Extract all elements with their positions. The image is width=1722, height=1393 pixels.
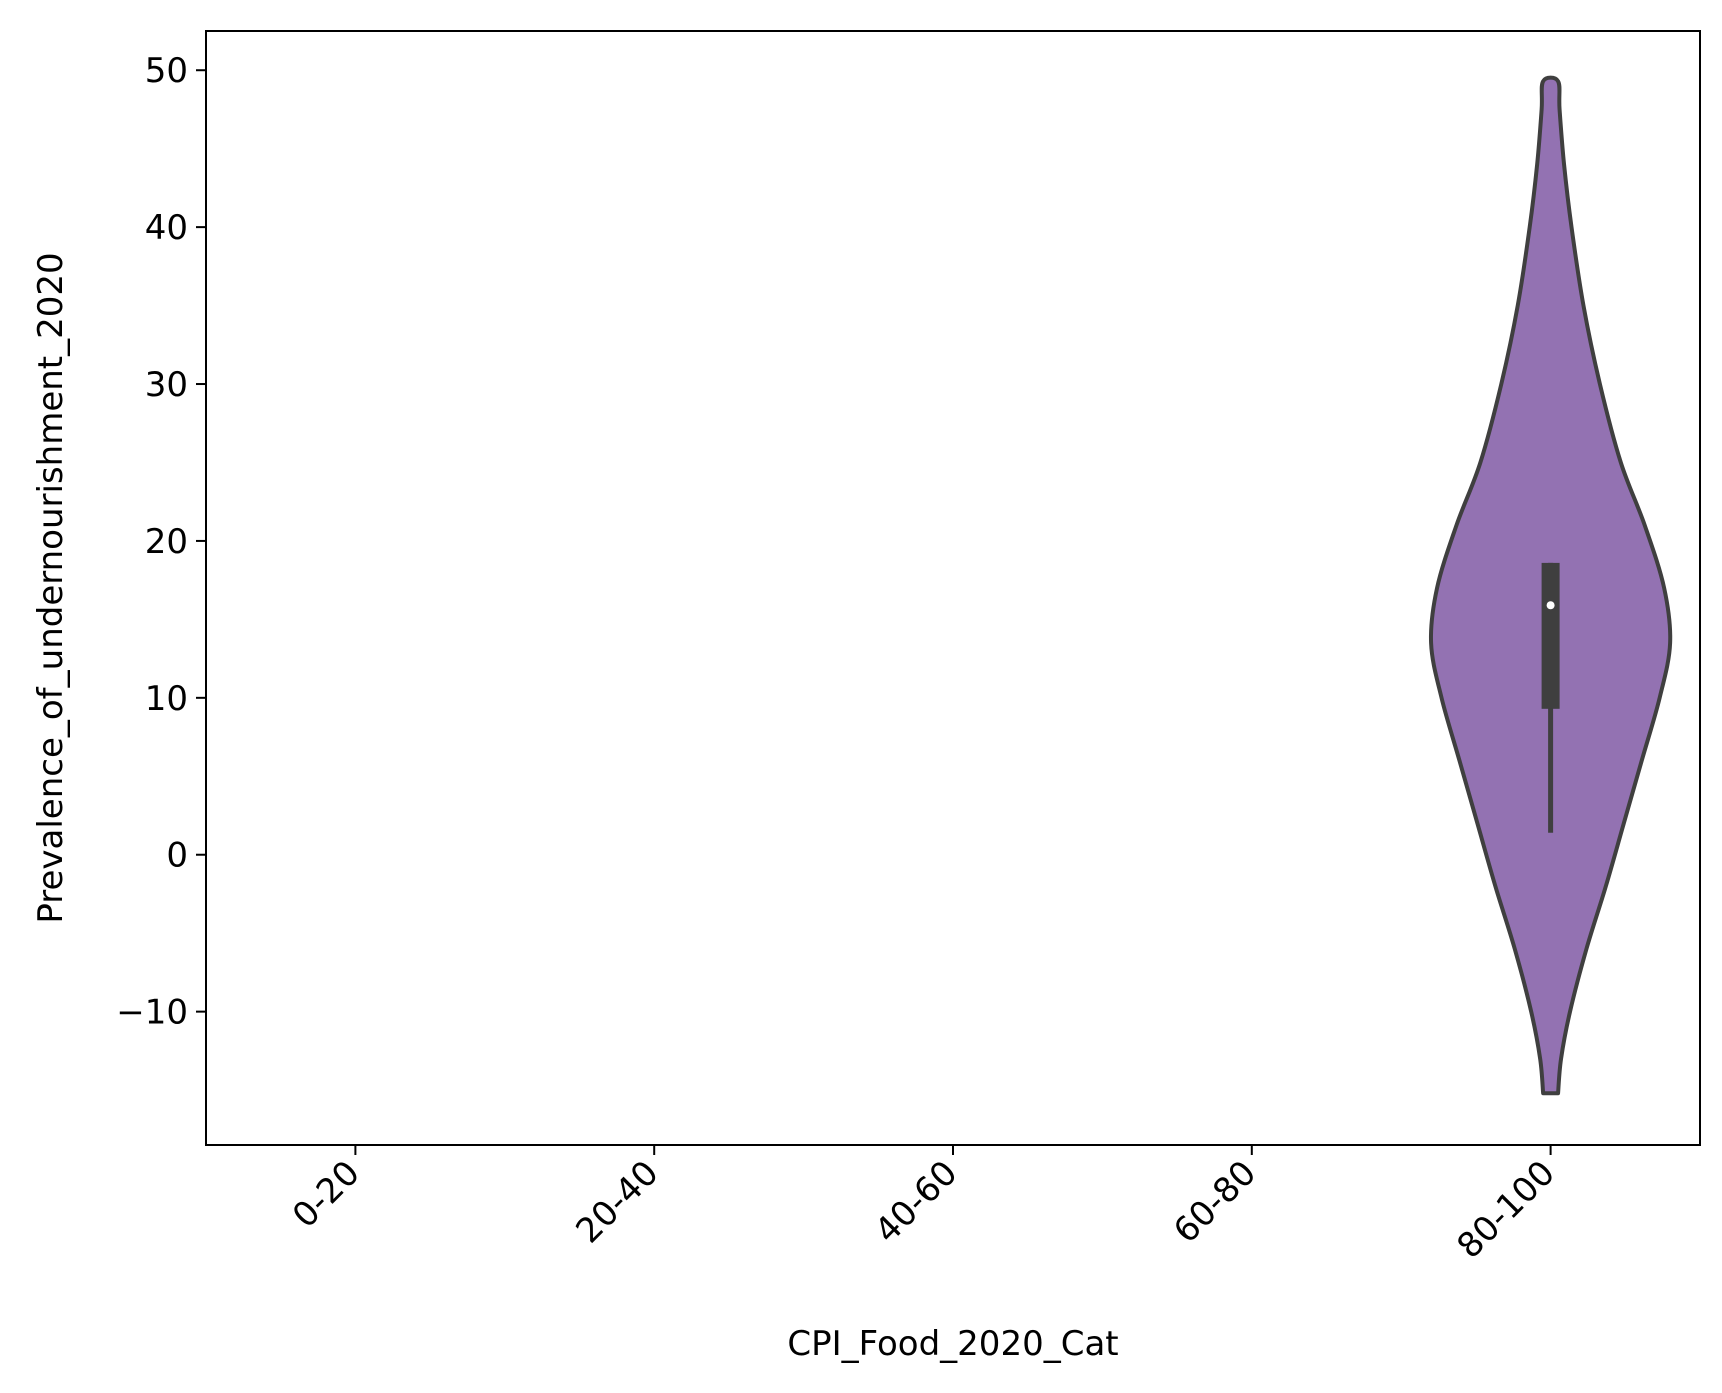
y-axis-label: Prevalence_of_undernourishment_2020 <box>31 252 71 923</box>
x-axis-label: CPI_Food_2020_Cat <box>787 1324 1118 1364</box>
box-layer <box>1541 562 1560 833</box>
y-tick-label: 30 <box>145 365 188 405</box>
y-tick-label: 40 <box>145 208 188 248</box>
y-tick-label: 10 <box>145 679 188 719</box>
y-tick-label: 0 <box>166 836 188 876</box>
y-tick-label: 20 <box>145 522 188 562</box>
y-axis: −10 0 10 20 30 40 50 <box>116 51 206 1033</box>
y-tick-label: −10 <box>116 993 188 1033</box>
violin-iqr-box <box>1541 562 1560 709</box>
violin-median-point <box>1546 601 1555 610</box>
y-tick-label: 50 <box>145 51 188 91</box>
